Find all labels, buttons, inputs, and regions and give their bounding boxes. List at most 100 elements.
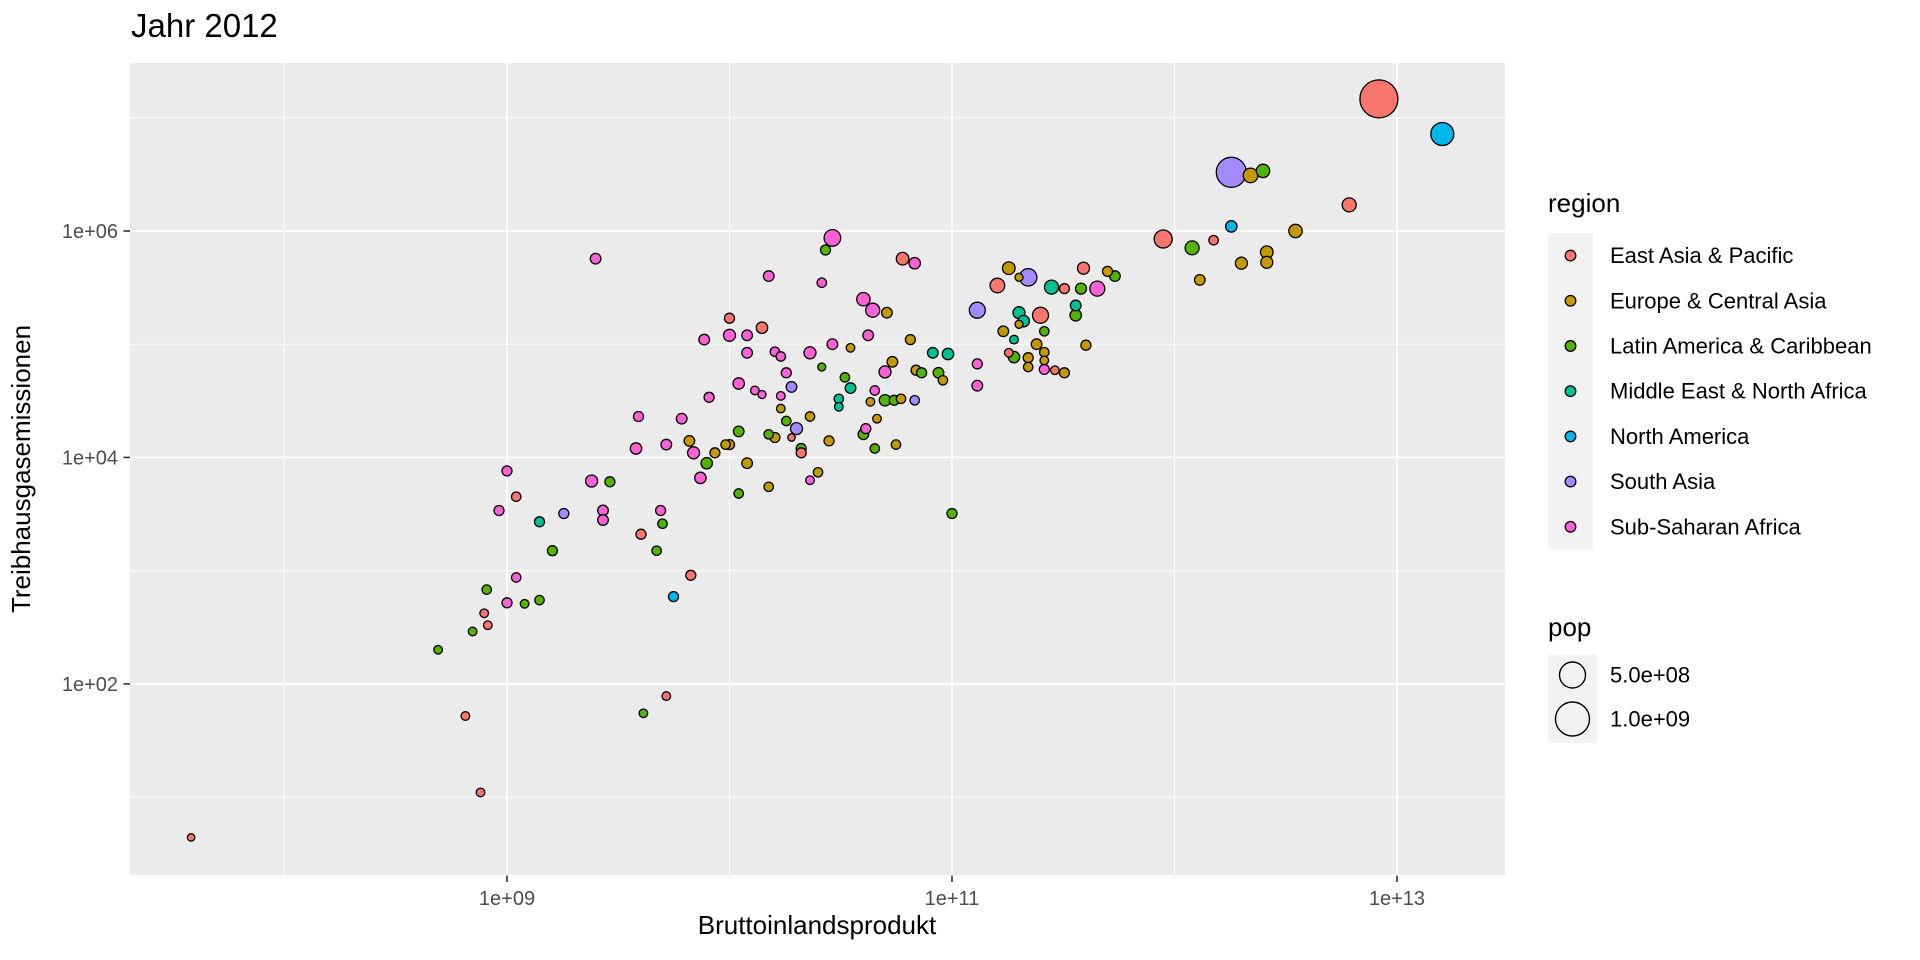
data-point [657,518,668,530]
data-point [597,514,609,526]
data-point [675,412,688,425]
data-point [763,428,775,440]
data-point [856,291,871,307]
legend-item-label: Middle East & North Africa [1610,379,1868,404]
data-point [1069,299,1082,312]
legend-item-label: Europe & Central Asia [1610,288,1827,313]
data-point [1076,261,1091,275]
legend-item-label: Latin America & Caribbean [1610,334,1872,359]
data-point [803,346,817,360]
data-point [501,597,513,609]
data-point [481,584,493,595]
data-point [989,277,1006,294]
data-point [651,545,662,557]
data-point [880,306,893,319]
data-point [558,507,570,520]
data-point [775,390,786,401]
data-point [997,325,1010,338]
region-legend-title: region [1548,188,1620,218]
data-point [860,422,872,435]
data-point [1022,352,1034,364]
legend-key-dot [1564,340,1577,352]
region-legend: region East Asia & Pacific Europe & Centr… [1548,188,1872,550]
data-point [869,443,881,454]
data-point [904,333,917,346]
data-point [1260,255,1274,269]
data-point [1341,197,1357,213]
data-point [733,488,745,499]
data-point [1224,220,1238,233]
data-point [638,708,649,719]
gridlines [130,63,1505,875]
data-point [826,338,839,351]
legend-key-dot [1564,294,1577,307]
data-point [604,476,616,488]
legend-key-dot [1564,520,1577,533]
data-point [533,516,546,528]
data-point [785,380,798,393]
data-point [819,244,832,256]
pop-legend-title: pop [1548,612,1591,642]
data-point [749,385,760,396]
data-point [1234,256,1249,270]
data-point [1430,121,1455,147]
data-point [460,711,471,721]
axes: 1e+09 1e+11 1e+13 1e+06 1e+04 1e+02 [62,221,1425,910]
data-point [823,228,842,247]
data-point [1049,365,1060,376]
data-point [493,504,505,517]
data-point [635,528,647,540]
data-point [686,446,701,460]
data-point [709,447,721,459]
data-point [1184,240,1200,256]
data-point [789,421,804,436]
data-point [941,347,955,361]
legend-key-dot [1564,385,1577,398]
data-point [589,252,602,265]
data-point [1031,306,1050,324]
size-item-label: 1.0e+09 [1610,707,1690,732]
data-point [1208,234,1219,246]
data-point [629,442,643,455]
legend-item-label: East Asia & Pacific [1610,243,1793,268]
data-point [1038,325,1050,337]
data-point [667,590,680,603]
y-axis-title: Treibhausgasemissionen [6,325,36,613]
y-tick-label: 1e+06 [62,221,118,243]
data-point [763,481,775,493]
data-point [1014,272,1024,282]
data-point [1288,223,1303,239]
data-point [510,572,522,583]
data-point [685,569,697,581]
data-point [971,379,984,392]
data-point [467,626,478,637]
data-point [908,256,922,270]
data-point [632,410,645,423]
data-point [1030,338,1043,351]
data-point [1058,367,1071,379]
data-point [501,465,513,477]
data-point [1003,347,1014,358]
pop-legend: pop 5.0e+08 1.0e+09 [1548,612,1690,743]
data-point [844,382,857,395]
data-point [817,362,827,372]
data-point [660,438,673,451]
data-point [839,372,851,383]
data-point [872,413,882,424]
data-point [787,433,796,442]
data-point [703,391,715,403]
data-point [890,439,902,450]
plot-title: Jahr 2012 [131,7,278,44]
data-point [534,594,545,606]
data-point [723,312,736,324]
size-key-box [1548,655,1597,695]
data-point [895,251,910,266]
data-point [1080,339,1092,351]
data-point [775,351,787,362]
x-axis-title: Bruttoinlandsprodukt [698,910,937,940]
data-point [1043,279,1060,295]
data-point [878,365,892,379]
data-point [732,425,745,438]
data-point [584,474,599,488]
